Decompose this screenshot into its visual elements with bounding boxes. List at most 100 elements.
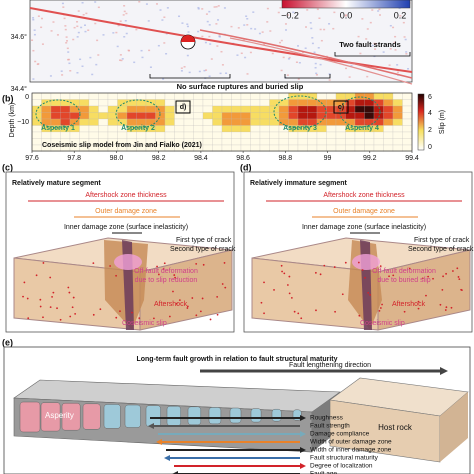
slip-cell (202, 105, 213, 113)
noise-dot (243, 24, 246, 26)
slip-cell (126, 131, 137, 139)
noise-dot (209, 43, 212, 45)
slip-cell (107, 92, 118, 100)
slip-cell (392, 138, 403, 146)
noise-dot (371, 44, 374, 47)
noise-dot (203, 69, 206, 72)
slip-cell (221, 112, 232, 120)
slip-cell (269, 131, 280, 139)
slip-cell (202, 99, 213, 107)
noise-dot (102, 34, 105, 36)
slip-cell (117, 99, 128, 107)
asperity-block (82, 403, 101, 430)
noise-dot (371, 9, 374, 11)
slip-cell (250, 99, 261, 107)
asperity-blocks (19, 401, 302, 433)
slip-cell (345, 105, 356, 113)
slip-cell (364, 138, 375, 146)
noise-dot (61, 2, 64, 5)
aftershock-dot (99, 308, 102, 311)
panel-label: (b) (2, 93, 14, 103)
noise-dot (135, 28, 138, 31)
slip-cell (164, 118, 175, 126)
slip-cell (402, 99, 413, 107)
aftershock-dot (444, 309, 447, 311)
slip-cell (98, 92, 109, 100)
aftershock-dot (445, 272, 447, 275)
aftershock-dot (109, 265, 112, 267)
slip-cell (164, 92, 175, 100)
aftershock-dot (119, 310, 121, 313)
noise-dot (120, 59, 123, 62)
noise-dot (285, 29, 288, 31)
noise-dot (389, 24, 392, 27)
slip-cell (345, 138, 356, 146)
noise-dot (394, 49, 397, 51)
noise-dot (95, 63, 98, 66)
slip-cell (117, 131, 128, 139)
noise-dot (66, 40, 69, 42)
lat-tick: 34.4° (11, 85, 28, 93)
slip-cell (240, 144, 251, 152)
slip-cell (288, 131, 299, 139)
slip-cell (126, 92, 137, 100)
noise-dot (266, 21, 269, 23)
slip-cell (231, 138, 242, 146)
slip-cell (107, 105, 118, 113)
colorbar (417, 93, 425, 151)
slip-cell (117, 112, 128, 120)
slip-cell (383, 118, 394, 126)
trend-label: Damage compliance (310, 431, 370, 438)
slip-cell (240, 112, 251, 120)
aftershock-dot (456, 267, 459, 270)
noise-dot (32, 18, 35, 21)
slip-cell (383, 138, 394, 146)
noise-dot (315, 74, 318, 76)
noise-dot (357, 35, 360, 38)
noise-dot (81, 65, 84, 68)
aftershock-dot (22, 295, 24, 298)
colorbar-tick: 0.2 (394, 10, 407, 20)
slip-cell (316, 144, 327, 152)
trend-label: Roughness (310, 415, 344, 422)
slip-cell (231, 144, 242, 152)
slip-cell (392, 99, 403, 107)
noise-dot (31, 39, 34, 41)
noise-dot (392, 26, 395, 29)
colorbar-tick: −0.2 (281, 10, 299, 20)
colorbar-tick: 0.0 (340, 10, 353, 20)
aftershock-dot (427, 275, 430, 278)
noise-dot (344, 14, 347, 16)
noise-dot (382, 51, 385, 53)
aftershock-dot (293, 310, 296, 313)
noise-dot (125, 12, 128, 15)
noise-dot (328, 23, 331, 25)
noise-dot (208, 24, 211, 26)
aftershock-dot (68, 291, 71, 294)
noise-dot (361, 18, 364, 20)
trend-label: Fault age (310, 471, 337, 474)
aftershock-dot (178, 299, 181, 302)
noise-dot (246, 73, 249, 75)
noise-dot (218, 34, 221, 36)
slip-cell (31, 144, 42, 152)
slip-cell (88, 92, 99, 100)
slip-cell (335, 125, 346, 133)
slip-cell (145, 92, 156, 100)
noise-dot (148, 49, 151, 52)
slip-cell (250, 138, 261, 146)
noise-dot (388, 64, 391, 66)
slip-cell (88, 99, 99, 107)
noise-dot (124, 19, 127, 22)
slip-cell (221, 131, 232, 139)
noise-dot (37, 15, 40, 17)
aftershock-dot (74, 312, 77, 315)
noise-dot (157, 44, 160, 47)
noise-dot (269, 30, 272, 32)
aftershock-dot (92, 262, 95, 264)
slip-cell (31, 92, 42, 100)
panel-b: (b) Depth (km) 0 −10 97.6 97.8 98.0 98.2 98.… (2, 92, 446, 162)
slip-cell (240, 92, 251, 100)
noise-dot (319, 28, 322, 31)
slip-cell (50, 105, 61, 113)
